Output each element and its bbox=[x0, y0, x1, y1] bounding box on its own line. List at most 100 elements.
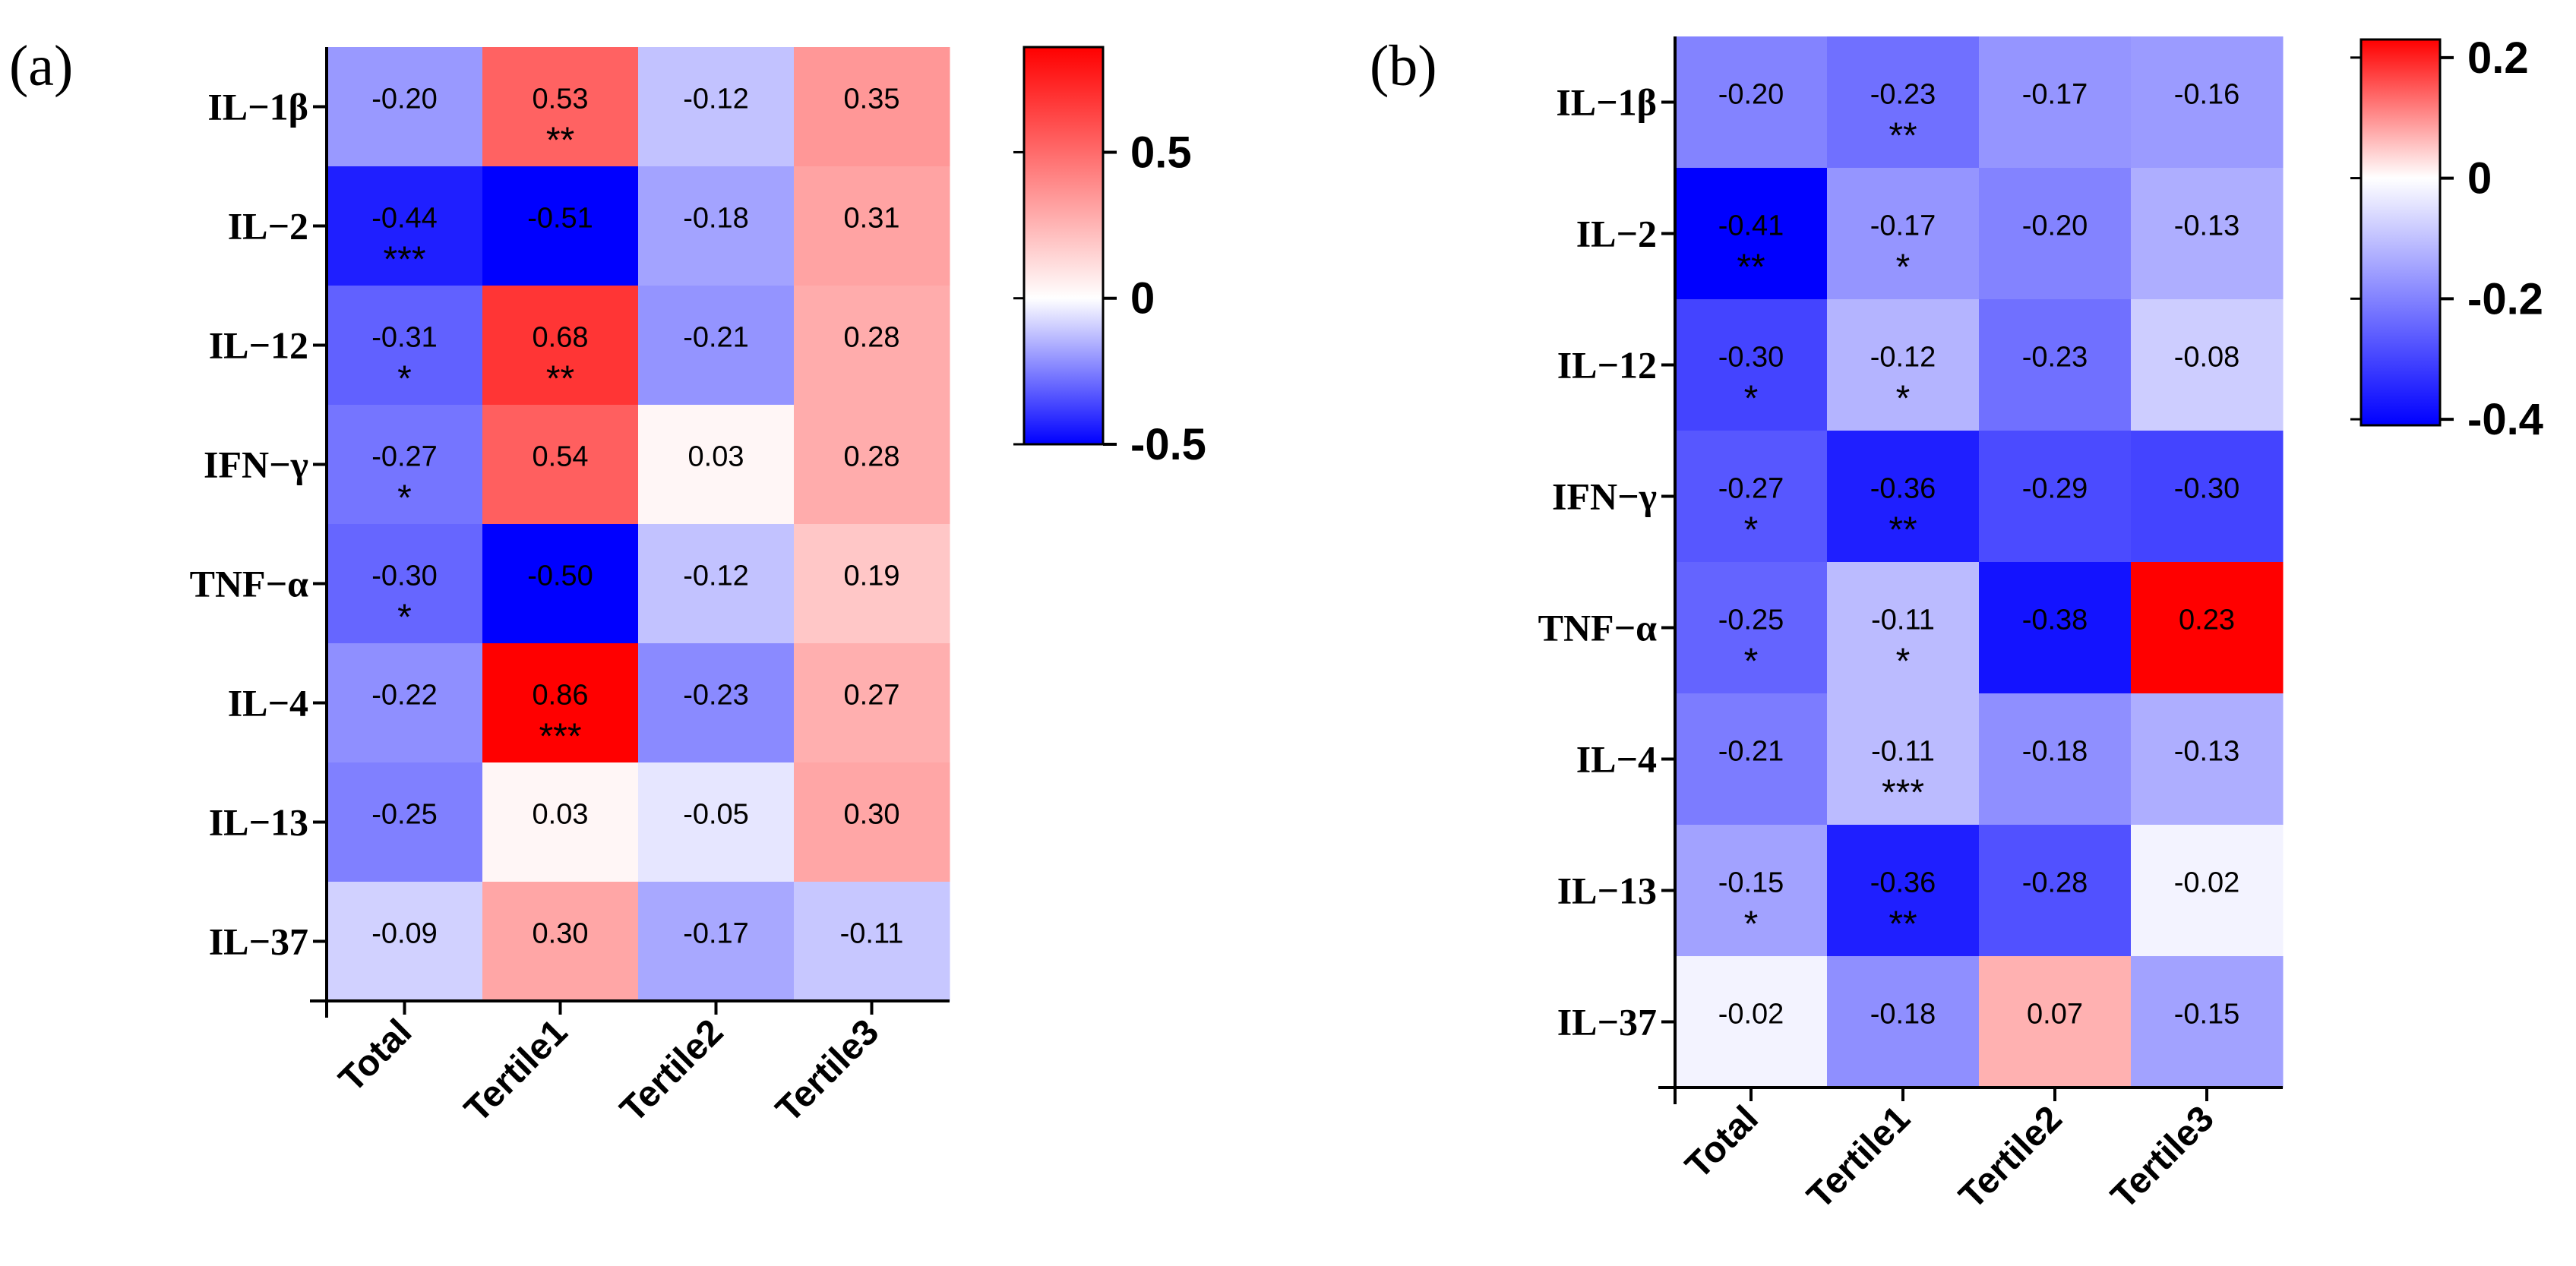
cell-value: -0.36 bbox=[1870, 867, 1936, 899]
cell-value: -0.15 bbox=[2174, 999, 2240, 1031]
significance-marker: * bbox=[397, 598, 412, 638]
cell-value: 0.19 bbox=[844, 560, 900, 592]
column-label: Total bbox=[331, 1012, 419, 1100]
heatmap-cell bbox=[794, 405, 950, 525]
colorbar-tick-label: -0.2 bbox=[2467, 274, 2543, 324]
cell-value: -0.28 bbox=[2022, 867, 2088, 899]
cell-value: -0.12 bbox=[683, 560, 749, 592]
panel-b: (b) -0.20 -0.23**-0.17 -0.16-0.41**-0.17*-0… bbox=[1370, 33, 2543, 1217]
cell-value: 0.27 bbox=[844, 680, 900, 712]
cell-value: -0.20 bbox=[371, 84, 438, 115]
significance-marker: * bbox=[1896, 642, 1911, 682]
cell-value: -0.25 bbox=[1718, 605, 1784, 636]
cell-value: -0.11 bbox=[1871, 736, 1935, 768]
cell-value: 0.03 bbox=[533, 799, 589, 831]
heatmap-cell bbox=[1675, 562, 1828, 694]
cell-value: -0.18 bbox=[1870, 999, 1936, 1031]
significance-marker: ** bbox=[1889, 905, 1917, 945]
cell-value: -0.51 bbox=[527, 203, 593, 235]
heatmap-cell bbox=[1675, 693, 1828, 826]
heatmap-cell bbox=[1979, 168, 2132, 300]
colorbar-tick-label: -0.5 bbox=[1130, 420, 1206, 469]
cell-value: -0.23 bbox=[683, 680, 749, 712]
heatmap-cell bbox=[1979, 693, 2132, 826]
heatmap-cell bbox=[638, 524, 795, 644]
significance-marker: *** bbox=[539, 717, 581, 757]
cell-value: 0.86 bbox=[533, 680, 589, 712]
row-label: TNF−α bbox=[1538, 607, 1657, 649]
cell-value: 0.23 bbox=[2179, 605, 2235, 636]
row-label: IFN−γ bbox=[204, 444, 308, 486]
heatmap-cell bbox=[2131, 168, 2284, 300]
heatmap-cell bbox=[327, 762, 483, 882]
column-label: Tertile1 bbox=[1800, 1098, 1918, 1217]
row-label: IL−1β bbox=[207, 86, 308, 128]
significance-marker: * bbox=[1896, 248, 1911, 288]
heatmap-cell bbox=[482, 405, 639, 525]
heatmap-cell bbox=[794, 524, 950, 644]
cell-value: 0.28 bbox=[844, 441, 900, 473]
cell-value: -0.44 bbox=[371, 203, 438, 235]
column-label: Total bbox=[1678, 1098, 1766, 1186]
heatmap-cell bbox=[2131, 956, 2284, 1088]
heatmap-cell bbox=[327, 166, 483, 286]
significance-marker: * bbox=[397, 359, 412, 399]
heatmap-cell bbox=[482, 166, 639, 286]
heatmap-cell bbox=[1979, 956, 2132, 1088]
significance-marker: * bbox=[1744, 642, 1759, 682]
heatmap-cell bbox=[482, 762, 639, 882]
heatmap-cell bbox=[1827, 299, 1980, 431]
cell-value: -0.17 bbox=[2022, 79, 2088, 111]
heatmap-cell bbox=[482, 882, 639, 1002]
heatmap-cell bbox=[1827, 825, 1980, 957]
cell-value: -0.30 bbox=[1718, 342, 1784, 374]
heatmap-cell bbox=[1675, 431, 1828, 563]
row-label: IL−12 bbox=[209, 324, 308, 367]
cell-value: -0.20 bbox=[2022, 210, 2088, 242]
row-label: IL−2 bbox=[1576, 213, 1657, 255]
heatmap-cell bbox=[638, 762, 795, 882]
colorbar-tick-label: 0 bbox=[1130, 274, 1155, 324]
cell-value: -0.21 bbox=[683, 322, 749, 354]
cell-value: 0.35 bbox=[844, 84, 900, 115]
significance-marker: * bbox=[1744, 379, 1759, 419]
cell-value: -0.23 bbox=[1870, 79, 1936, 111]
row-label: IL−4 bbox=[1576, 738, 1657, 781]
heatmap-cell bbox=[1827, 431, 1980, 563]
heatmap-cell bbox=[482, 47, 639, 167]
cell-value: -0.29 bbox=[2022, 473, 2088, 505]
colorbar bbox=[2359, 38, 2442, 427]
heatmap-cell bbox=[1675, 299, 1828, 431]
colorbar-tick-label: 0.2 bbox=[2467, 33, 2529, 83]
heatmap-cell bbox=[794, 882, 950, 1002]
panel-label: (b) bbox=[1370, 34, 1437, 98]
column-label: Tertile1 bbox=[457, 1012, 576, 1130]
heatmap-cell bbox=[1979, 299, 2132, 431]
column-label: Tertile2 bbox=[613, 1012, 732, 1130]
cell-value: -0.20 bbox=[1718, 79, 1784, 111]
heatmap-cell bbox=[638, 405, 795, 525]
heatmap-cell bbox=[794, 643, 950, 763]
cell-value: -0.11 bbox=[840, 918, 904, 950]
heatmap-cell bbox=[482, 286, 639, 406]
colorbar bbox=[1022, 46, 1105, 446]
significance-marker: *** bbox=[1882, 773, 1924, 813]
cell-value: -0.12 bbox=[1870, 342, 1936, 374]
cell-value: -0.27 bbox=[1718, 473, 1784, 505]
row-label: IL−4 bbox=[228, 682, 308, 725]
cell-value: 0.30 bbox=[844, 799, 900, 831]
colorbar-tick-label: 0 bbox=[2467, 154, 2492, 204]
heatmap-cell bbox=[2131, 299, 2284, 431]
row-label: IFN−γ bbox=[1552, 475, 1657, 518]
row-label: IL−1β bbox=[1556, 81, 1657, 124]
column-label: Tertile2 bbox=[1952, 1098, 2070, 1217]
cell-value: -0.30 bbox=[2174, 473, 2240, 505]
cell-value: -0.16 bbox=[2174, 79, 2240, 111]
significance-marker: ** bbox=[546, 121, 574, 161]
cell-value: -0.30 bbox=[371, 560, 438, 592]
row-label: TNF−α bbox=[190, 563, 308, 605]
heatmap-cell bbox=[1675, 825, 1828, 957]
row-label: IL−13 bbox=[1557, 870, 1657, 912]
row-label: IL−13 bbox=[209, 801, 308, 844]
cell-value: -0.13 bbox=[2174, 736, 2240, 768]
